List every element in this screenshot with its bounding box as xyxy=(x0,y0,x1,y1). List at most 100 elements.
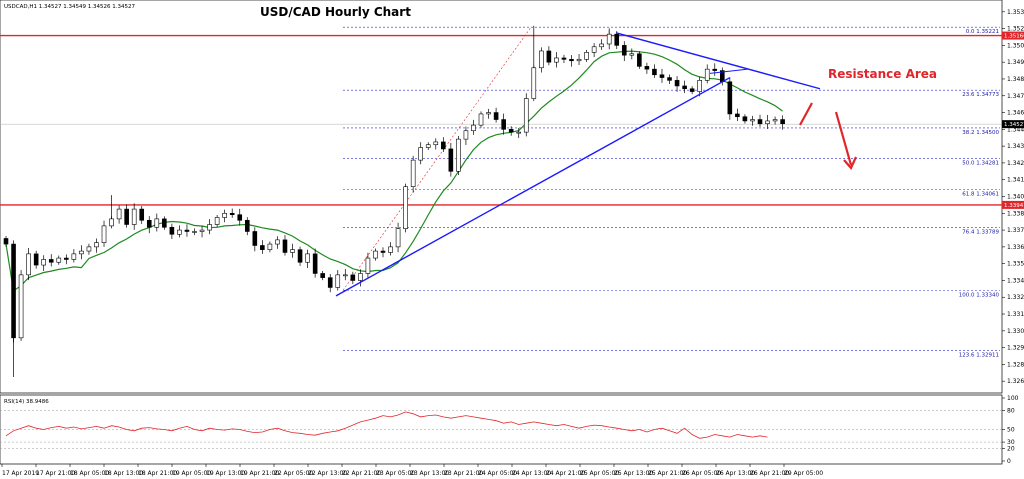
candle xyxy=(539,47,544,73)
current-price-label: 1.34527 xyxy=(1004,122,1024,128)
candle xyxy=(365,252,371,278)
candle xyxy=(433,138,439,150)
x-tick-label: 19 Apr 13:00 xyxy=(206,470,245,477)
candle xyxy=(410,155,416,193)
candle xyxy=(501,113,506,135)
y-axis: 1.35330 1.35210 1.35090 1.34970 1.34850 1.347… xyxy=(1002,9,1024,385)
fib-label: 123.6 1.32911 xyxy=(959,352,999,358)
candle xyxy=(260,240,265,254)
candle xyxy=(425,142,431,151)
candle xyxy=(94,238,99,253)
y-tick-label: 1.33170 xyxy=(1007,311,1024,318)
x-tick-label: 25 Apr 21:00 xyxy=(648,470,687,477)
candle xyxy=(652,64,657,78)
candle xyxy=(18,270,24,341)
candle xyxy=(463,126,469,146)
candle xyxy=(667,74,672,84)
candle xyxy=(772,116,778,125)
ma-line xyxy=(5,50,783,293)
candle xyxy=(199,225,205,238)
candle xyxy=(637,51,642,69)
y-tick-label: 1.33290 xyxy=(1007,294,1024,301)
fib-label: 23.6 1.34773 xyxy=(962,92,999,98)
x-tick-label: 18 Apr 05:00 xyxy=(70,470,109,477)
fib-label: 50.0 1.34281 xyxy=(962,161,999,167)
price-tag-label: 1.35166 xyxy=(1004,34,1024,40)
price-tag xyxy=(1002,31,1024,40)
y-tick-label: 1.34250 xyxy=(1007,160,1024,167)
y-tick-label: 1.35090 xyxy=(1007,42,1024,49)
candle xyxy=(275,236,280,249)
y-tick-label: 1.34730 xyxy=(1007,93,1024,100)
candle xyxy=(11,240,16,343)
x-tick-label: 26 Apr 05:00 xyxy=(682,470,721,477)
candle xyxy=(508,126,514,136)
candle xyxy=(674,76,680,92)
y-tick-label: 1.33650 xyxy=(1007,244,1024,251)
y-tick-label: 1.35330 xyxy=(1007,9,1024,16)
y-tick-label: 1.33890 xyxy=(1007,210,1024,217)
candle xyxy=(373,248,378,261)
candle xyxy=(644,62,650,74)
candle xyxy=(56,255,62,265)
x-tick-label: 29 Apr 05:00 xyxy=(784,470,823,477)
candle xyxy=(523,93,529,137)
candle xyxy=(554,52,559,68)
x-tick-label: 26 Apr 13:00 xyxy=(716,470,755,477)
candle xyxy=(704,64,710,84)
y-tick-label: 1.32930 xyxy=(1007,345,1024,352)
candle xyxy=(335,270,341,291)
candle xyxy=(48,254,54,267)
candle xyxy=(561,54,567,64)
candle xyxy=(531,65,537,102)
fib-label: 76.4 1.33789 xyxy=(962,229,999,235)
rsi-tick-label: 0 xyxy=(1007,458,1011,465)
candle xyxy=(599,39,604,50)
candle xyxy=(546,46,552,66)
rsi-grid xyxy=(0,410,1002,449)
y-tick-label: 1.34850 xyxy=(1007,76,1024,83)
candle xyxy=(780,115,785,130)
x-tick-label: 22 Apr 05:00 xyxy=(274,470,313,477)
fib-label: 0.0 1.35221 xyxy=(966,29,999,35)
candle xyxy=(282,235,288,256)
rsi-tick-label: 50 xyxy=(1007,427,1015,434)
candles xyxy=(3,25,785,378)
rsi-tick-label: 100 xyxy=(1007,395,1019,402)
candle xyxy=(456,136,461,175)
candle xyxy=(471,119,476,135)
y-tick-label: 1.34130 xyxy=(1007,177,1024,184)
candle xyxy=(237,208,243,226)
x-tick-label: 18 Apr 21:00 xyxy=(138,470,177,477)
trendlines xyxy=(335,32,821,297)
candle xyxy=(33,250,39,269)
candle xyxy=(86,243,92,255)
candle xyxy=(576,54,582,65)
short-trendline xyxy=(709,68,749,74)
candle xyxy=(305,249,310,269)
x-tick-label: 18 Apr 13:00 xyxy=(104,470,143,477)
candle xyxy=(388,242,393,256)
candle xyxy=(320,270,325,281)
candle xyxy=(162,216,167,230)
x-tick-label: 22 Apr 13:00 xyxy=(308,470,347,477)
candle xyxy=(742,114,748,124)
y-tick-label: 1.34610 xyxy=(1007,110,1024,117)
x-tick-label: 23 Apr 13:00 xyxy=(410,470,449,477)
candle xyxy=(327,274,333,293)
candle xyxy=(591,43,597,58)
x-tick-label: 25 Apr 13:00 xyxy=(614,470,653,477)
x-tick-label: 24 Apr 13:00 xyxy=(512,470,551,477)
candle xyxy=(192,228,197,236)
candle xyxy=(358,269,363,287)
y-tick-label: 1.34370 xyxy=(1007,143,1024,150)
y-tick-label: 1.32690 xyxy=(1007,378,1024,385)
candle xyxy=(101,220,107,247)
resistance-area-label: Resistance Area xyxy=(828,67,937,81)
x-tick-label: 26 Apr 21:00 xyxy=(750,470,789,477)
down-arrow-small xyxy=(799,102,813,126)
rsi-tick-label: 30 xyxy=(1007,439,1015,446)
candle xyxy=(64,254,69,265)
candle xyxy=(569,55,574,67)
candle xyxy=(750,115,755,126)
